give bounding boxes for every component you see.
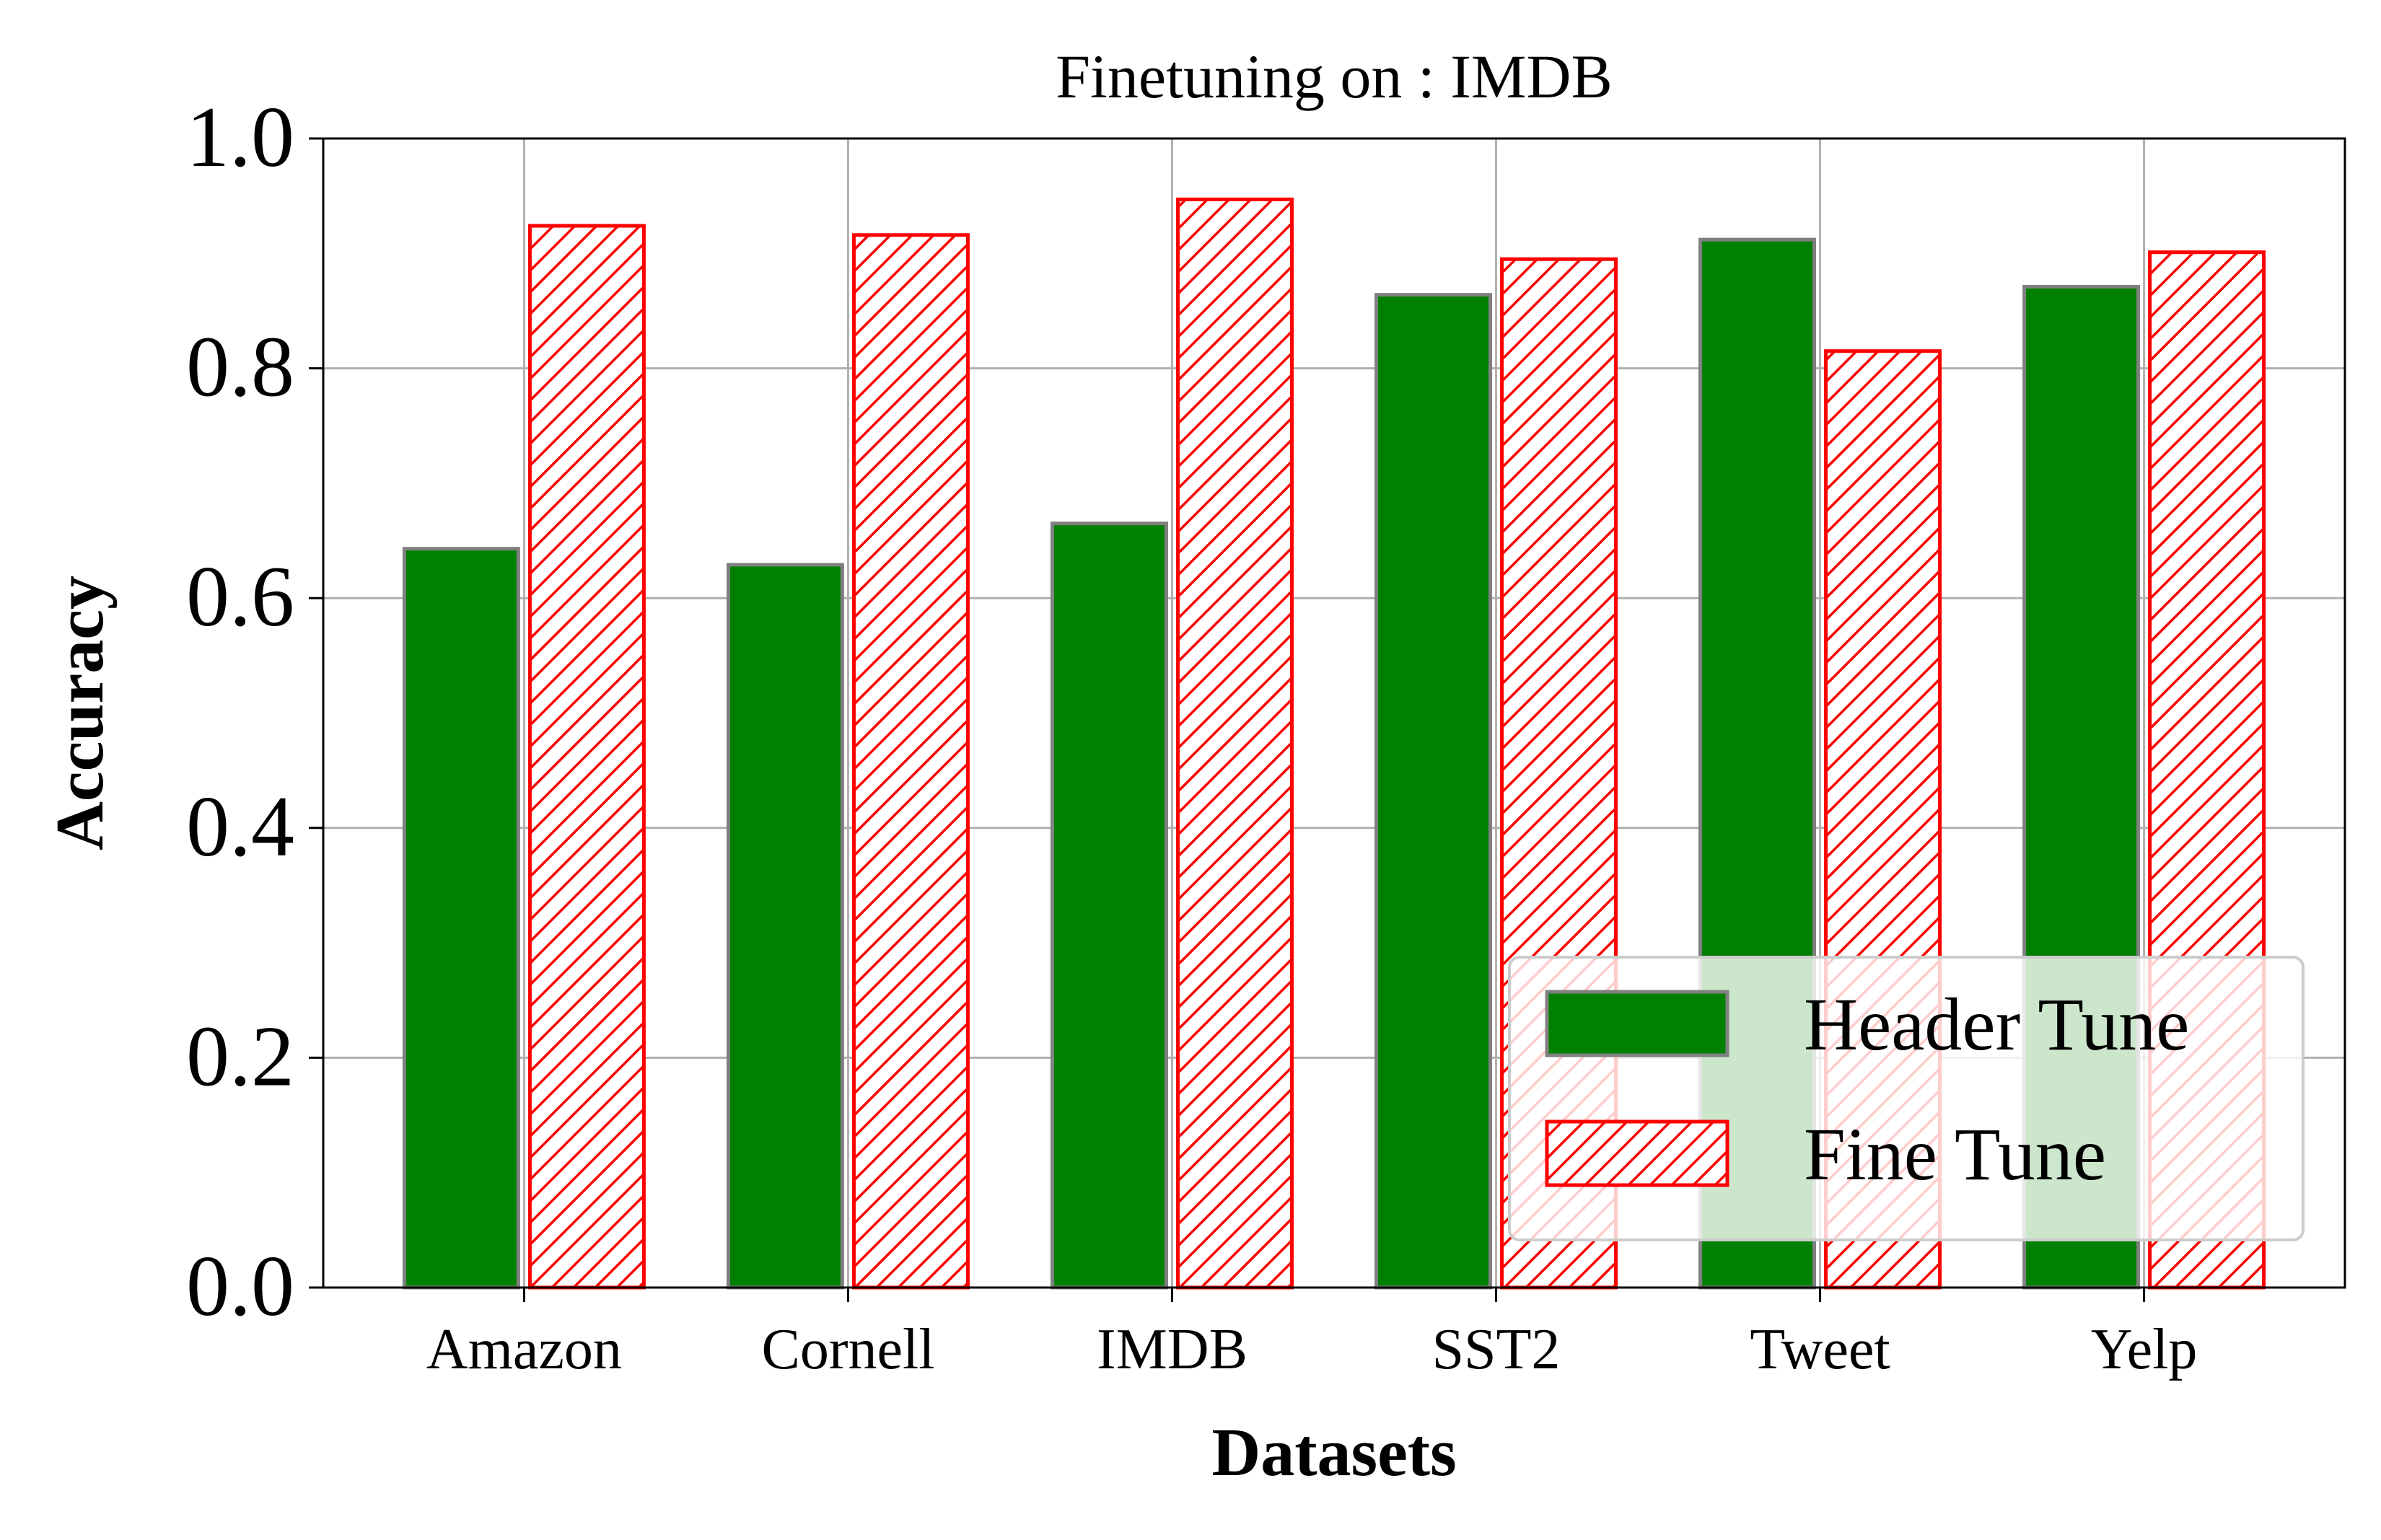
legend-swatch-header-tune <box>1545 990 1729 1057</box>
bar-fine-tune <box>851 233 970 1290</box>
plot-frame <box>322 137 2346 1289</box>
chart-title: Finetuning on : IMDB <box>1056 42 1613 111</box>
y-tick-label: 0.4 <box>186 778 294 874</box>
legend-label-header-tune: Header Tune <box>1804 983 2189 1066</box>
bar-header-tune <box>726 563 844 1290</box>
y-tick-label: 0.0 <box>186 1238 294 1334</box>
bar-header-tune <box>1374 293 1493 1290</box>
y-tick-label: 0.6 <box>186 548 294 644</box>
y-tick-label: 0.8 <box>186 319 294 415</box>
x-tick-label: SST2 <box>1432 1318 1561 1381</box>
bar-fine-tune <box>527 224 646 1290</box>
y-tick-label: 0.2 <box>186 1008 294 1104</box>
x-tick-label: Yelp <box>2091 1318 2198 1381</box>
y-tick-label: 1.0 <box>186 89 294 185</box>
bar-header-tune <box>402 547 520 1290</box>
bar-fine-tune <box>1175 197 1294 1290</box>
legend: Header Tune Fine Tune <box>1508 956 2305 1241</box>
bar-header-tune <box>1050 522 1168 1290</box>
x-tick-label: Tweet <box>1750 1318 1890 1381</box>
legend-swatch-fine-tune <box>1545 1119 1729 1187</box>
legend-label-fine-tune: Fine Tune <box>1804 1113 2106 1196</box>
ticks: 0.0 0.2 0.4 0.6 0.8 1.0 Amazon Cornell IMDB SST2 T… <box>186 89 2197 1381</box>
x-tick-label: Cornell <box>761 1318 934 1381</box>
x-tick-label: IMDB <box>1097 1318 1247 1381</box>
x-axis-label: Datasets <box>1211 1415 1456 1490</box>
x-tick-label: Amazon <box>426 1318 622 1381</box>
y-axis-label: Accuracy <box>43 576 118 850</box>
